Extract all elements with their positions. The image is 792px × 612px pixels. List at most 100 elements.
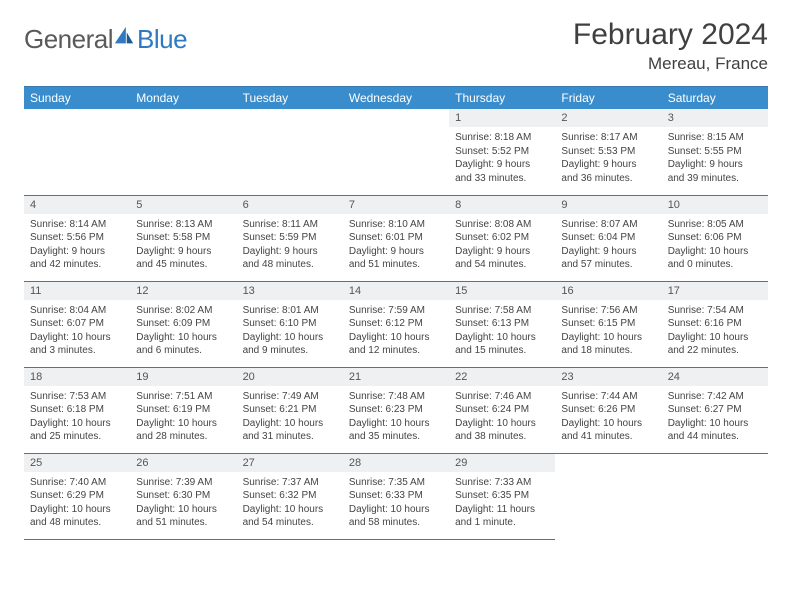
- day-cell: 4Sunrise: 8:14 AMSunset: 5:56 PMDaylight…: [24, 195, 130, 281]
- daylight-line1: Daylight: 10 hours: [136, 331, 230, 345]
- day-cell: 3Sunrise: 8:15 AMSunset: 5:55 PMDaylight…: [662, 109, 768, 195]
- week-row: 1Sunrise: 8:18 AMSunset: 5:52 PMDaylight…: [24, 109, 768, 195]
- day-body: Sunrise: 8:07 AMSunset: 6:04 PMDaylight:…: [555, 214, 661, 274]
- day-number: 23: [555, 368, 661, 386]
- daylight-line2: and 12 minutes.: [349, 344, 443, 358]
- day-body: Sunrise: 8:15 AMSunset: 5:55 PMDaylight:…: [662, 127, 768, 187]
- daylight-line2: and 54 minutes.: [455, 258, 549, 272]
- empty-cell: [662, 453, 768, 539]
- daylight-line1: Daylight: 9 hours: [561, 245, 655, 259]
- day-cell: 29Sunrise: 7:33 AMSunset: 6:35 PMDayligh…: [449, 453, 555, 539]
- day-cell: 6Sunrise: 8:11 AMSunset: 5:59 PMDaylight…: [237, 195, 343, 281]
- day-cell: 9Sunrise: 8:07 AMSunset: 6:04 PMDaylight…: [555, 195, 661, 281]
- logo: General Blue: [24, 24, 187, 55]
- day-number: 24: [662, 368, 768, 386]
- sunrise-text: Sunrise: 8:05 AM: [668, 218, 762, 232]
- sunrise-text: Sunrise: 7:54 AM: [668, 304, 762, 318]
- day-cell: 28Sunrise: 7:35 AMSunset: 6:33 PMDayligh…: [343, 453, 449, 539]
- sunrise-text: Sunrise: 8:07 AM: [561, 218, 655, 232]
- empty-cell: [555, 453, 661, 539]
- daylight-line1: Daylight: 9 hours: [30, 245, 124, 259]
- sunset-text: Sunset: 6:33 PM: [349, 489, 443, 503]
- weekday-thursday: Thursday: [449, 87, 555, 110]
- daylight-line2: and 57 minutes.: [561, 258, 655, 272]
- daylight-line2: and 36 minutes.: [561, 172, 655, 186]
- day-cell: 24Sunrise: 7:42 AMSunset: 6:27 PMDayligh…: [662, 367, 768, 453]
- empty-cell: [237, 109, 343, 195]
- day-body: Sunrise: 7:56 AMSunset: 6:15 PMDaylight:…: [555, 300, 661, 360]
- sunset-text: Sunset: 5:59 PM: [243, 231, 337, 245]
- sunrise-text: Sunrise: 8:13 AM: [136, 218, 230, 232]
- day-number: 18: [24, 368, 130, 386]
- calendar-table: SundayMondayTuesdayWednesdayThursdayFrid…: [24, 86, 768, 540]
- day-cell: 23Sunrise: 7:44 AMSunset: 6:26 PMDayligh…: [555, 367, 661, 453]
- sunset-text: Sunset: 6:04 PM: [561, 231, 655, 245]
- day-body: Sunrise: 7:58 AMSunset: 6:13 PMDaylight:…: [449, 300, 555, 360]
- logo-text-general: General: [24, 24, 113, 55]
- sunrise-text: Sunrise: 8:17 AM: [561, 131, 655, 145]
- day-number: 27: [237, 454, 343, 472]
- sunset-text: Sunset: 6:12 PM: [349, 317, 443, 331]
- sunrise-text: Sunrise: 7:37 AM: [243, 476, 337, 490]
- weekday-sunday: Sunday: [24, 87, 130, 110]
- daylight-line2: and 45 minutes.: [136, 258, 230, 272]
- daylight-line2: and 31 minutes.: [243, 430, 337, 444]
- sunset-text: Sunset: 6:06 PM: [668, 231, 762, 245]
- daylight-line1: Daylight: 10 hours: [561, 331, 655, 345]
- daylight-line2: and 41 minutes.: [561, 430, 655, 444]
- daylight-line2: and 48 minutes.: [30, 516, 124, 530]
- sunrise-text: Sunrise: 7:42 AM: [668, 390, 762, 404]
- sunrise-text: Sunrise: 7:40 AM: [30, 476, 124, 490]
- day-number: 4: [24, 196, 130, 214]
- day-number: 20: [237, 368, 343, 386]
- day-number: 26: [130, 454, 236, 472]
- daylight-line2: and 35 minutes.: [349, 430, 443, 444]
- daylight-line1: Daylight: 10 hours: [668, 331, 762, 345]
- day-number: 16: [555, 282, 661, 300]
- sunset-text: Sunset: 5:53 PM: [561, 145, 655, 159]
- sunset-text: Sunset: 6:21 PM: [243, 403, 337, 417]
- daylight-line2: and 42 minutes.: [30, 258, 124, 272]
- sunrise-text: Sunrise: 8:04 AM: [30, 304, 124, 318]
- week-row: 11 Sunrise: 8:04 AMSunset: 6:07 PM Dayligh…: [24, 281, 768, 367]
- sunrise-text: Sunrise: 7:35 AM: [349, 476, 443, 490]
- sunrise-text: Sunrise: 7:44 AM: [561, 390, 655, 404]
- day-number: 22: [449, 368, 555, 386]
- daylight-line2: and 58 minutes.: [349, 516, 443, 530]
- sunrise-text: Sunrise: 8:02 AM: [136, 304, 230, 318]
- day-cell: 7Sunrise: 8:10 AMSunset: 6:01 PMDaylight…: [343, 195, 449, 281]
- day-number: 5: [130, 196, 236, 214]
- day-cell: 16Sunrise: 7:56 AMSunset: 6:15 PMDayligh…: [555, 281, 661, 367]
- day-number: 6: [237, 196, 343, 214]
- daylight-line2: and 54 minutes.: [243, 516, 337, 530]
- day-number: 10: [662, 196, 768, 214]
- calendar-body: 1Sunrise: 8:18 AMSunset: 5:52 PMDaylight…: [24, 109, 768, 539]
- day-body: Sunrise: 7:46 AMSunset: 6:24 PMDaylight:…: [449, 386, 555, 446]
- day-cell: 5Sunrise: 8:13 AMSunset: 5:58 PMDaylight…: [130, 195, 236, 281]
- daylight-line2: and 9 minutes.: [243, 344, 337, 358]
- day-number: 25: [24, 454, 130, 472]
- daylight-line2: and 39 minutes.: [668, 172, 762, 186]
- sunrise-text: Sunrise: 8:08 AM: [455, 218, 549, 232]
- month-title: February 2024: [573, 18, 768, 52]
- day-body: Sunrise: 7:33 AMSunset: 6:35 PMDaylight:…: [449, 472, 555, 532]
- day-body: Sunrise: 7:42 AMSunset: 6:27 PMDaylight:…: [662, 386, 768, 446]
- daylight-line2: and 51 minutes.: [349, 258, 443, 272]
- sunset-text: Sunset: 5:52 PM: [455, 145, 549, 159]
- daylight-line1: Daylight: 9 hours: [668, 158, 762, 172]
- daylight-line2: and 15 minutes.: [455, 344, 549, 358]
- logo-text-blue: Blue: [137, 24, 187, 55]
- daylight-line2: and 1 minute.: [455, 516, 549, 530]
- sunrise-text: Sunrise: 7:48 AM: [349, 390, 443, 404]
- day-body: Sunrise: 8:02 AMSunset: 6:09 PMDaylight:…: [130, 300, 236, 360]
- sunset-text: Sunset: 6:10 PM: [243, 317, 337, 331]
- weekday-saturday: Saturday: [662, 87, 768, 110]
- sunrise-text: Sunrise: 7:58 AM: [455, 304, 549, 318]
- sunset-text: Sunset: 6:07 PM: [30, 317, 124, 331]
- daylight-line1: Daylight: 9 hours: [349, 245, 443, 259]
- sunset-text: Sunset: 6:26 PM: [561, 403, 655, 417]
- sunset-text: Sunset: 5:58 PM: [136, 231, 230, 245]
- day-number: 11: [24, 282, 130, 300]
- day-body: Sunrise: 7:40 AMSunset: 6:29 PMDaylight:…: [24, 472, 130, 532]
- day-cell: 1Sunrise: 8:18 AMSunset: 5:52 PMDaylight…: [449, 109, 555, 195]
